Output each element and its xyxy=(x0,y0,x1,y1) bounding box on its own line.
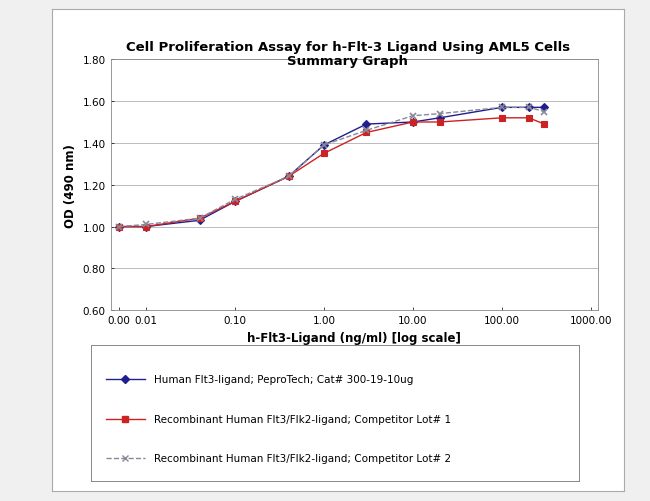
Human Flt3-ligand; PeproTech; Cat# 300-19-10ug xyxy=(525,105,532,111)
Recombinant Human Flt3/Flk2-ligand; Competitor Lot# 2 xyxy=(409,113,417,119)
Recombinant Human Flt3/Flk2-ligand; Competitor Lot# 2 xyxy=(498,105,506,111)
Recombinant Human Flt3/Flk2-ligand; Competitor Lot# 1 xyxy=(409,120,417,126)
Text: Recombinant Human Flt3/Flk2-ligand; Competitor Lot# 2: Recombinant Human Flt3/Flk2-ligand; Comp… xyxy=(155,453,452,463)
Human Flt3-ligand; PeproTech; Cat# 300-19-10ug xyxy=(541,105,549,111)
Recombinant Human Flt3/Flk2-ligand; Competitor Lot# 1 xyxy=(115,224,123,230)
Y-axis label: OD (490 nm): OD (490 nm) xyxy=(64,143,77,227)
Recombinant Human Flt3/Flk2-ligand; Competitor Lot# 1 xyxy=(285,174,292,180)
Recombinant Human Flt3/Flk2-ligand; Competitor Lot# 2 xyxy=(285,174,292,180)
Recombinant Human Flt3/Flk2-ligand; Competitor Lot# 1 xyxy=(142,224,150,230)
Human Flt3-ligand; PeproTech; Cat# 300-19-10ug xyxy=(498,105,506,111)
Recombinant Human Flt3/Flk2-ligand; Competitor Lot# 1 xyxy=(541,122,549,128)
Human Flt3-ligand; PeproTech; Cat# 300-19-10ug xyxy=(436,116,444,122)
Recombinant Human Flt3/Flk2-ligand; Competitor Lot# 2 xyxy=(541,109,549,115)
Recombinant Human Flt3/Flk2-ligand; Competitor Lot# 2 xyxy=(115,224,123,230)
Line: Recombinant Human Flt3/Flk2-ligand; Competitor Lot# 2: Recombinant Human Flt3/Flk2-ligand; Comp… xyxy=(116,105,548,230)
Recombinant Human Flt3/Flk2-ligand; Competitor Lot# 1 xyxy=(363,130,370,136)
Recombinant Human Flt3/Flk2-ligand; Competitor Lot# 2 xyxy=(525,105,532,111)
Text: Summary Graph: Summary Graph xyxy=(287,55,408,68)
Recombinant Human Flt3/Flk2-ligand; Competitor Lot# 1 xyxy=(231,199,239,205)
Human Flt3-ligand; PeproTech; Cat# 300-19-10ug xyxy=(409,120,417,126)
Recombinant Human Flt3/Flk2-ligand; Competitor Lot# 1 xyxy=(196,216,203,222)
Line: Recombinant Human Flt3/Flk2-ligand; Competitor Lot# 1: Recombinant Human Flt3/Flk2-ligand; Comp… xyxy=(116,116,547,230)
Human Flt3-ligand; PeproTech; Cat# 300-19-10ug xyxy=(115,224,123,230)
Text: Recombinant Human Flt3/Flk2-ligand; Competitor Lot# 1: Recombinant Human Flt3/Flk2-ligand; Comp… xyxy=(155,414,452,424)
Human Flt3-ligand; PeproTech; Cat# 300-19-10ug xyxy=(231,199,239,205)
Recombinant Human Flt3/Flk2-ligand; Competitor Lot# 2 xyxy=(320,143,328,149)
Line: Human Flt3-ligand; PeproTech; Cat# 300-19-10ug: Human Flt3-ligand; PeproTech; Cat# 300-1… xyxy=(116,105,547,230)
Recombinant Human Flt3/Flk2-ligand; Competitor Lot# 2 xyxy=(142,222,150,228)
Text: Human Flt3-ligand; PeproTech; Cat# 300-19-10ug: Human Flt3-ligand; PeproTech; Cat# 300-1… xyxy=(155,375,414,384)
Human Flt3-ligand; PeproTech; Cat# 300-19-10ug xyxy=(196,218,203,224)
Human Flt3-ligand; PeproTech; Cat# 300-19-10ug xyxy=(142,224,150,230)
Recombinant Human Flt3/Flk2-ligand; Competitor Lot# 1 xyxy=(525,116,532,122)
Human Flt3-ligand; PeproTech; Cat# 300-19-10ug xyxy=(285,174,292,180)
Recombinant Human Flt3/Flk2-ligand; Competitor Lot# 1 xyxy=(498,116,506,122)
Human Flt3-ligand; PeproTech; Cat# 300-19-10ug xyxy=(320,143,328,149)
Recombinant Human Flt3/Flk2-ligand; Competitor Lot# 1 xyxy=(320,151,328,157)
Recombinant Human Flt3/Flk2-ligand; Competitor Lot# 2 xyxy=(196,216,203,222)
Recombinant Human Flt3/Flk2-ligand; Competitor Lot# 2 xyxy=(363,128,370,134)
Human Flt3-ligand; PeproTech; Cat# 300-19-10ug xyxy=(363,122,370,128)
Recombinant Human Flt3/Flk2-ligand; Competitor Lot# 2 xyxy=(231,197,239,203)
Recombinant Human Flt3/Flk2-ligand; Competitor Lot# 1 xyxy=(436,120,444,126)
Text: Cell Proliferation Assay for h-Flt-3 Ligand Using AML5 Cells: Cell Proliferation Assay for h-Flt-3 Lig… xyxy=(125,41,570,54)
X-axis label: h-Flt3-Ligand (ng/ml) [log scale]: h-Flt3-Ligand (ng/ml) [log scale] xyxy=(247,331,462,344)
Recombinant Human Flt3/Flk2-ligand; Competitor Lot# 2 xyxy=(436,111,444,117)
